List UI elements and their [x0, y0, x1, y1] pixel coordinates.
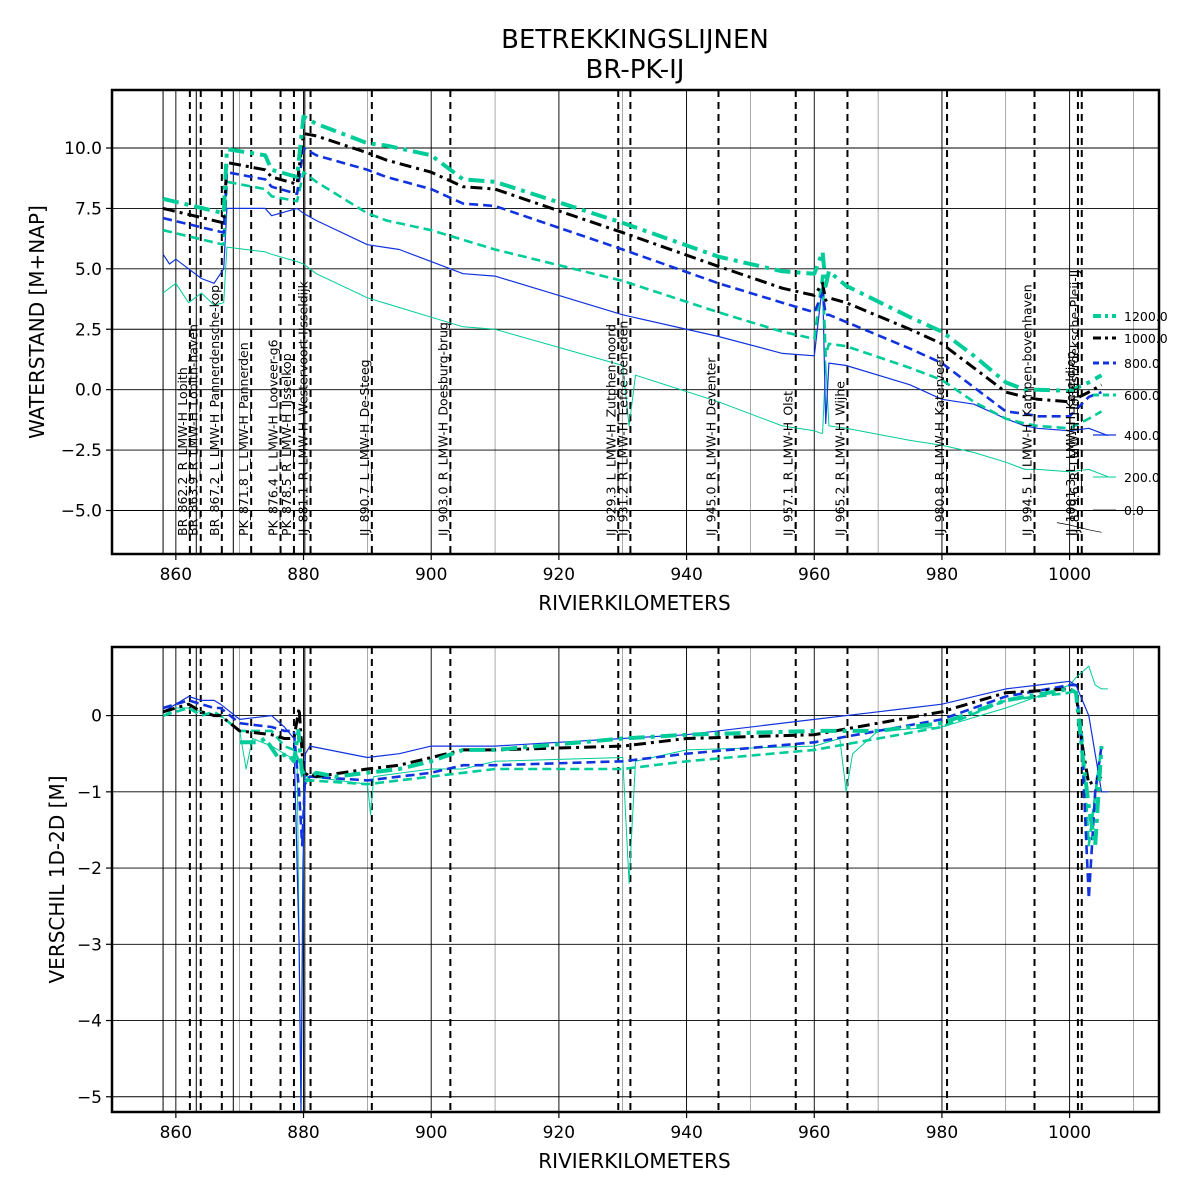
series-line-400-0 — [162, 680, 1108, 1112]
x-axis-label: RIVIERKILOMETERS — [538, 591, 730, 615]
figure-title-line-2: BR-PK-IJ — [586, 55, 685, 85]
legend-label: 600.0 — [1124, 388, 1160, 403]
y-axis-label: WATERSTAND [M+NAP] — [25, 205, 49, 439]
x-tick-label: 940 — [670, 565, 702, 585]
legend-label: 200.0 — [1124, 470, 1160, 485]
location-label: IJ_994.5_L_LMW-H_Kampen-bovenhaven — [1020, 284, 1035, 536]
series-line-200-0 — [162, 246, 1109, 478]
x-axis-label: RIVIERKILOMETERS — [538, 1149, 730, 1173]
x-tick-label: 880 — [287, 565, 319, 585]
x-tick-label: 900 — [415, 1123, 447, 1143]
y-tick-label: −5.0 — [61, 502, 102, 522]
y-tick-label: −2.5 — [61, 441, 102, 461]
y-tick-label: 7.5 — [75, 199, 102, 219]
plot-area — [112, 647, 1159, 1112]
y-tick-label: 5.0 — [75, 260, 102, 280]
series-line-1200-0 — [239, 686, 1104, 848]
location-label: IJ_903.0_R_LMW-H_Doesburg-brug — [435, 322, 450, 536]
y-tick-label: 10.0 — [64, 139, 102, 159]
location-label: PK_871.8_L_LMW-H_Pannerden — [236, 342, 251, 536]
legend-label: 1200.0 — [1124, 309, 1168, 324]
y-tick-label: 0 — [91, 707, 102, 727]
location-label: IJ_945.0_R_LMW-H_Deventer — [703, 357, 718, 536]
x-tick-label: 980 — [926, 565, 958, 585]
location-label: IJ_957.1_R_LMW-H_Olst — [781, 391, 796, 536]
figure-title-line-1: BETREKKINGSLIJNEN — [501, 25, 769, 55]
series-line-0-0 — [1056, 522, 1102, 533]
legend: 1200.0 1000.0 800.0 600.0 400.0 200.0 0.0 — [1093, 309, 1168, 518]
x-tick-label: 1000 — [1048, 1123, 1091, 1143]
x-tick-label: 940 — [670, 1123, 702, 1143]
location-label: IJ_890.7_L_LMW-H_De-Steeg — [357, 359, 372, 536]
y-axis-label: VERSCHIL 1D-2D [M] — [45, 776, 69, 984]
plot-frame — [110, 88, 1161, 556]
y-tick-label: −2 — [77, 859, 102, 879]
legend-label: 800.0 — [1124, 356, 1160, 371]
series-line-1000-0 — [162, 132, 1103, 404]
location-label: IJ_879.6_R_LMW-H_Hondsbroeksche-Pleij-IJ — [1067, 270, 1082, 536]
x-tick-label: 920 — [543, 565, 575, 585]
x-tick-label: 960 — [798, 565, 830, 585]
x-tick-label: 920 — [543, 1123, 575, 1143]
x-tick-label: 900 — [415, 565, 447, 585]
legend-label: 0.0 — [1124, 503, 1144, 518]
series-line-1000-0 — [162, 687, 1103, 786]
location-label: IJ_931.2_R_LMW-H_Eefde-beneden — [615, 321, 630, 536]
location-label: IJ_1001.3_L_LMW-H_Keteldiep — [1063, 351, 1078, 536]
x-tick-label: 880 — [287, 1123, 319, 1143]
x-tick-label: 860 — [160, 1123, 192, 1143]
location-label: IJ_929.3_L_LMW-H_Zutphen-noord — [603, 324, 618, 536]
y-tick-label: −4 — [77, 1012, 102, 1032]
x-tick-label: 960 — [798, 1123, 830, 1143]
location-label: PK_876.4_L_LMW-H_Looveer-g6 — [266, 339, 281, 536]
location-label: IJ_881.1_R_LMW-H_Westervoort-IJsseldijk — [296, 280, 311, 536]
y-tick-label: −5 — [77, 1088, 102, 1108]
y-tick-label: 2.5 — [75, 320, 102, 340]
location-label: BR_863.9_R_LMW-H_Lobith-haven — [186, 324, 201, 536]
x-tick-label: 1000 — [1048, 565, 1091, 585]
plot-frame — [110, 645, 1161, 1114]
location-label: IJ_980.8_R_LMW-H_Katerveer — [932, 353, 947, 536]
location-label: BR_867.2_L_LMW-H_Pannerdensche-kop — [207, 285, 222, 536]
series-line-1200-0 — [162, 114, 1103, 393]
legend-label: 1000.0 — [1124, 331, 1168, 346]
x-tick-label: 860 — [160, 565, 192, 585]
y-tick-label: −1 — [77, 783, 102, 803]
legend-label: 400.0 — [1124, 428, 1160, 443]
y-tick-label: 0.0 — [75, 381, 102, 401]
location-label: PK_878.5_R_LMW-H_IJsselkop — [279, 353, 294, 536]
series-line-800-0 — [162, 146, 1102, 418]
x-tick-label: 980 — [926, 1123, 958, 1143]
y-tick-label: −3 — [77, 935, 102, 955]
plot-area — [112, 90, 1159, 554]
series-line-600-0 — [162, 170, 1103, 430]
waterstand-chart: BR_862.2_R_LMW-H_LobithBR_863.9_R_LMW-H_… — [25, 88, 1161, 615]
difference-chart: 860 880 900 920 940 960 980 1000 −5 −4 −3 −2 −1 0 RIVI… — [45, 645, 1161, 1173]
series-line-800-0 — [162, 683, 1103, 900]
location-label: IJ_965.2_R_LMW-H_Wijhe — [832, 381, 847, 536]
location-label: BR_862.2_R_LMW-H_Lobith — [175, 367, 190, 536]
